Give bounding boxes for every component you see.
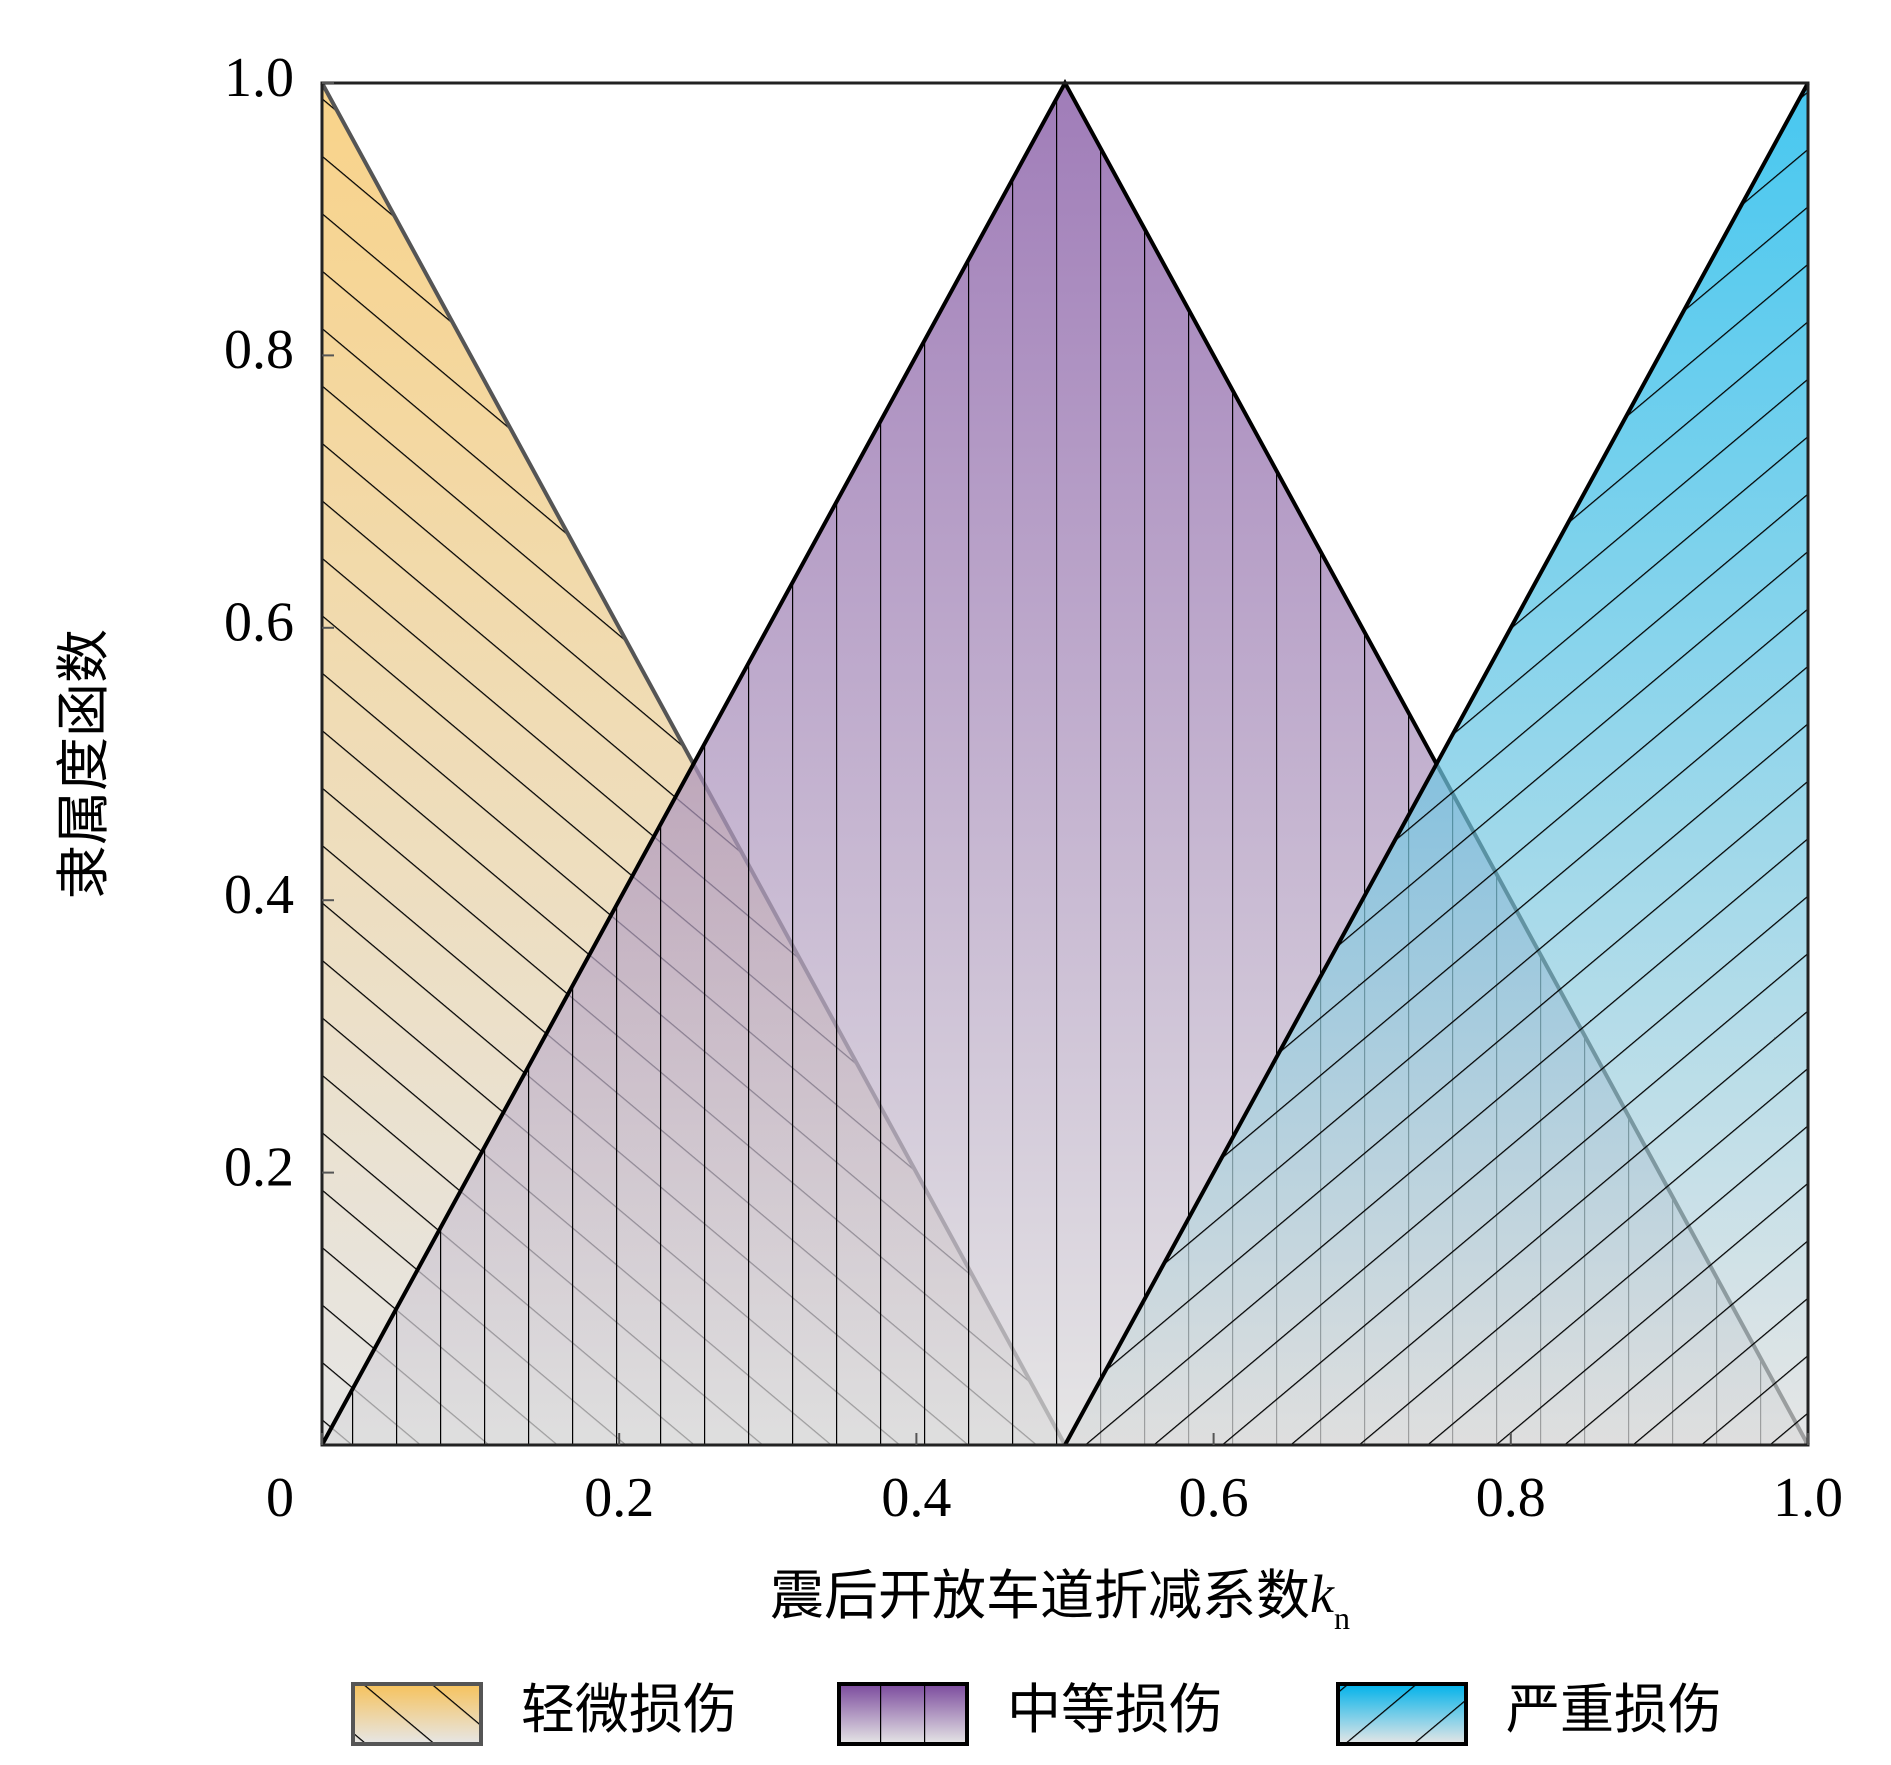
y-axis-label: 隶属度函数: [52, 629, 115, 899]
x-tick-label: 0.2: [584, 1467, 654, 1529]
x-axis-label-var: k: [1310, 1564, 1335, 1624]
x-tick-label: 1.0: [1773, 1467, 1843, 1529]
legend-swatch-hatch: [351, 1682, 483, 1746]
area-outline: [1063, 82, 1810, 1446]
y-tick-label: 0.6: [224, 592, 294, 654]
x-axis-label-sub: n: [1334, 1600, 1350, 1636]
y-tick-label: 1.0: [224, 47, 294, 109]
x-axis-label-text: 震后开放车道折减系数: [770, 1564, 1310, 1627]
y-tick-label: 0.4: [224, 864, 294, 926]
x-tick-label: 0.8: [1476, 1467, 1546, 1529]
plot-frame: [320, 81, 1810, 1447]
legend-swatch-hatch: [1336, 1682, 1468, 1746]
x-tick-label: 0.6: [1179, 1467, 1249, 1529]
legend-label: 中等损伤: [1007, 1678, 1223, 1741]
y-tick-label: 0.8: [224, 319, 294, 381]
x-tick-label: 0.4: [881, 1467, 951, 1529]
x-axis-label: 震后开放车道折减系数kn: [770, 1564, 1350, 1636]
legend-label: 轻微损伤: [521, 1678, 737, 1741]
legend-label: 严重损伤: [1506, 1678, 1722, 1741]
legend-swatch-hatch: [837, 1682, 969, 1746]
x-tick-label: 0: [266, 1467, 294, 1529]
y-tick-label: 0.2: [224, 1136, 294, 1198]
